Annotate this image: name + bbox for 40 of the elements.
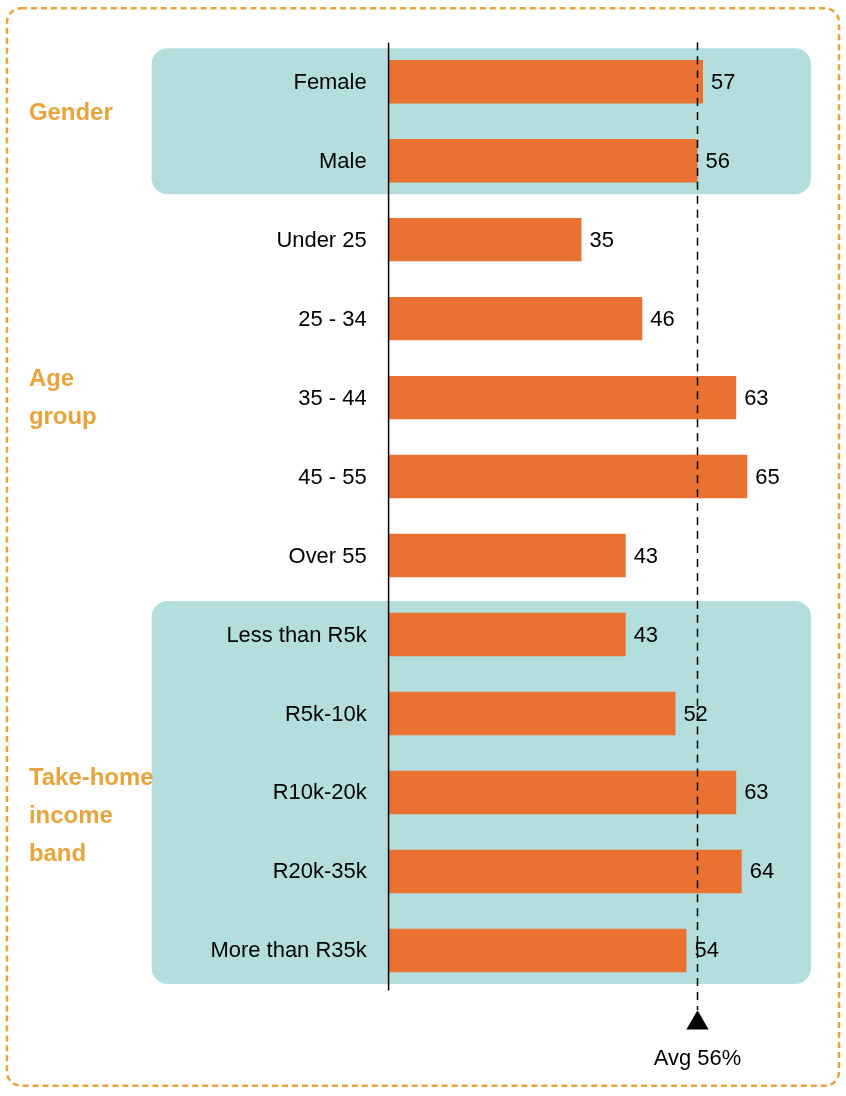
y-tick-label: More than R35k (210, 937, 367, 963)
y-tick-label: 35 - 44 (298, 384, 367, 410)
bar (388, 928, 687, 973)
y-tick-label: Over 55 (288, 542, 367, 568)
data-label: 63 (744, 384, 769, 410)
data-label: 46 (650, 305, 675, 331)
data-label: 43 (633, 621, 659, 647)
data-label: 35 (589, 226, 614, 252)
data-label: 65 (755, 463, 780, 489)
y-tick-label: Under 25 (276, 226, 367, 252)
y-tick-label: 25 - 34 (298, 305, 367, 331)
data-label: 56 (705, 147, 730, 173)
y-tick-label: R5k-10k (284, 700, 367, 726)
bar (388, 770, 737, 815)
text: Gender (28, 98, 113, 126)
bar (388, 691, 676, 736)
bar (388, 296, 643, 341)
data-label: 57 (711, 68, 736, 94)
ref-line-label: Avg 56% (653, 1044, 742, 1070)
bar (388, 59, 704, 104)
data-label: 43 (633, 542, 659, 568)
y-tick-label: R10k-20k (272, 779, 367, 805)
bar (388, 375, 737, 420)
data-label: 64 (749, 858, 775, 884)
bar (388, 533, 626, 578)
bar (388, 454, 748, 499)
y-tick-label: Female (293, 68, 367, 94)
data-label: 52 (683, 700, 708, 726)
data-label: 54 (694, 937, 719, 963)
bar (388, 138, 698, 183)
y-tick-label: R20k-35k (272, 858, 367, 884)
y-tick-label: Male (319, 147, 367, 173)
bar (388, 612, 626, 657)
data-label: 63 (744, 779, 769, 805)
y-tick-label: Less than R5k (226, 621, 367, 647)
bar (388, 849, 742, 894)
text: Take-home income band (28, 763, 154, 867)
text: Age group (28, 363, 97, 429)
y-tick-label: 45 - 55 (298, 463, 367, 489)
bar (388, 217, 582, 262)
